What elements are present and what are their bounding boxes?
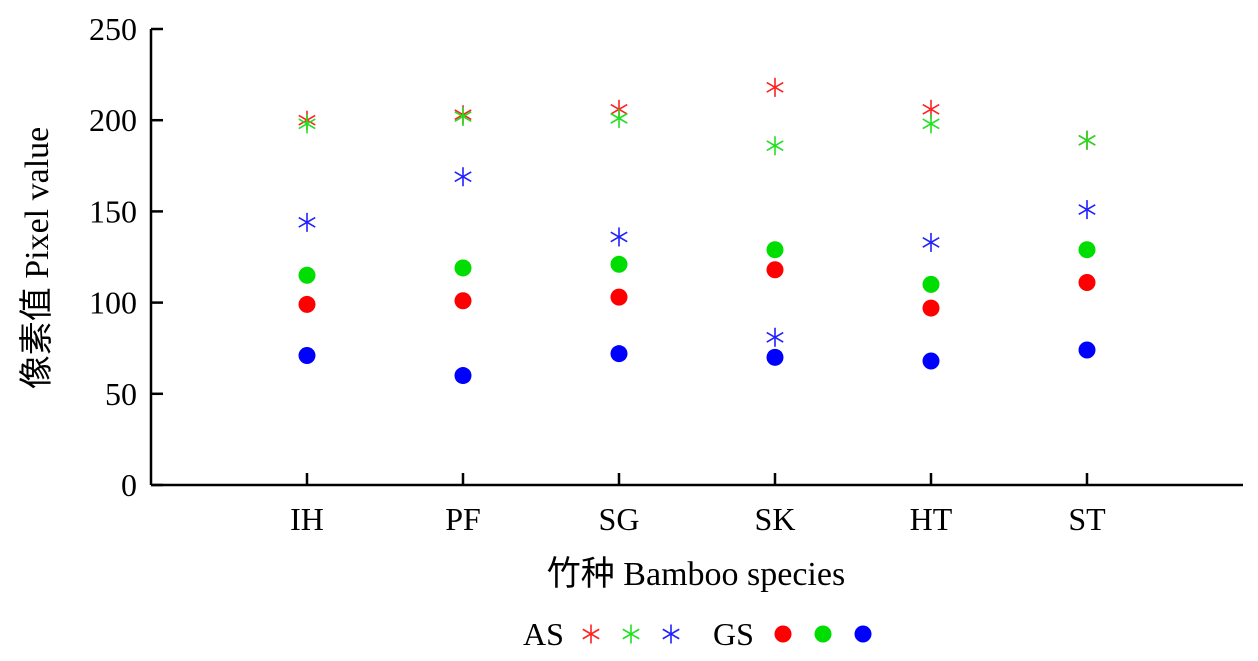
legend-marker-as-0 bbox=[582, 624, 600, 644]
point-gs-g-sg bbox=[610, 255, 628, 273]
axes bbox=[149, 29, 1243, 487]
point-as-r-sk bbox=[766, 77, 784, 97]
y-axis-ticks: 0 50 100 150 200 250 bbox=[89, 11, 163, 503]
point-as-b-ih bbox=[298, 212, 316, 232]
legend-label-gs: GS bbox=[713, 616, 754, 652]
x-tick-label: ST bbox=[1068, 501, 1106, 537]
point-as-b-st bbox=[1078, 200, 1096, 220]
point-gs-b-st bbox=[1078, 341, 1096, 359]
x-axis-ticks: IH PF SG SK HT ST bbox=[290, 473, 1106, 537]
legend-marker-gs-1 bbox=[814, 625, 832, 643]
y-tick-label: 50 bbox=[105, 376, 137, 412]
point-gs-g-ht bbox=[922, 275, 940, 293]
point-as-g-sg bbox=[610, 108, 628, 128]
x-tick-label: IH bbox=[290, 501, 324, 537]
point-gs-g-ih bbox=[298, 266, 316, 284]
x-axis-label: 竹种 Bamboo species bbox=[547, 555, 845, 593]
point-gs-r-sg bbox=[610, 288, 628, 306]
x-tick-label: SK bbox=[755, 501, 796, 537]
legend-marker-as-2 bbox=[662, 624, 680, 644]
y-tick-label: 100 bbox=[89, 285, 137, 321]
point-gs-b-ih bbox=[298, 346, 316, 364]
y-axis-label: 像素值 Pixel value bbox=[18, 127, 56, 390]
legend-label-as: AS bbox=[523, 616, 564, 652]
y-tick-label: 150 bbox=[89, 193, 137, 229]
point-gs-b-sk bbox=[766, 348, 784, 366]
legend-marker-gs-2 bbox=[854, 625, 872, 643]
data-points bbox=[298, 77, 1096, 385]
point-as-g-ih bbox=[298, 114, 316, 134]
point-gs-r-pf bbox=[454, 292, 472, 310]
point-gs-g-pf bbox=[454, 259, 472, 277]
point-as-g-ht bbox=[922, 114, 940, 134]
point-gs-b-pf bbox=[454, 367, 472, 385]
point-as-b-pf bbox=[454, 167, 472, 187]
point-as-g-sk bbox=[766, 136, 784, 156]
point-gs-b-ht bbox=[922, 352, 940, 370]
point-gs-r-st bbox=[1078, 274, 1096, 292]
point-as-b-sk bbox=[766, 327, 784, 347]
point-gs-r-ht bbox=[922, 299, 940, 317]
legend-marker-gs-0 bbox=[774, 625, 792, 643]
y-tick-label: 0 bbox=[121, 467, 137, 503]
point-as-g-pf bbox=[454, 107, 472, 127]
legend-marker-as-1 bbox=[622, 624, 640, 644]
point-gs-r-ih bbox=[298, 295, 316, 313]
x-tick-label: PF bbox=[445, 501, 481, 537]
y-tick-label: 200 bbox=[89, 102, 137, 138]
point-gs-r-sk bbox=[766, 261, 784, 279]
point-as-b-ht bbox=[922, 232, 940, 252]
point-as-b-sg bbox=[610, 227, 628, 247]
legend: AS GS bbox=[523, 616, 872, 652]
point-gs-g-st bbox=[1078, 241, 1096, 259]
point-as-g-st bbox=[1078, 130, 1096, 150]
y-tick-label: 250 bbox=[89, 11, 137, 47]
point-gs-g-sk bbox=[766, 241, 784, 259]
x-tick-label: HT bbox=[910, 501, 953, 537]
x-tick-label: SG bbox=[599, 501, 640, 537]
point-gs-b-sg bbox=[610, 345, 628, 363]
